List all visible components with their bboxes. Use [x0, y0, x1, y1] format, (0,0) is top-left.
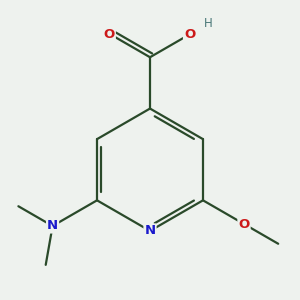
Text: O: O — [184, 28, 195, 41]
Text: H: H — [204, 17, 212, 30]
Text: O: O — [103, 28, 115, 41]
Text: N: N — [47, 220, 58, 232]
Text: N: N — [144, 224, 156, 237]
Text: O: O — [238, 218, 250, 230]
